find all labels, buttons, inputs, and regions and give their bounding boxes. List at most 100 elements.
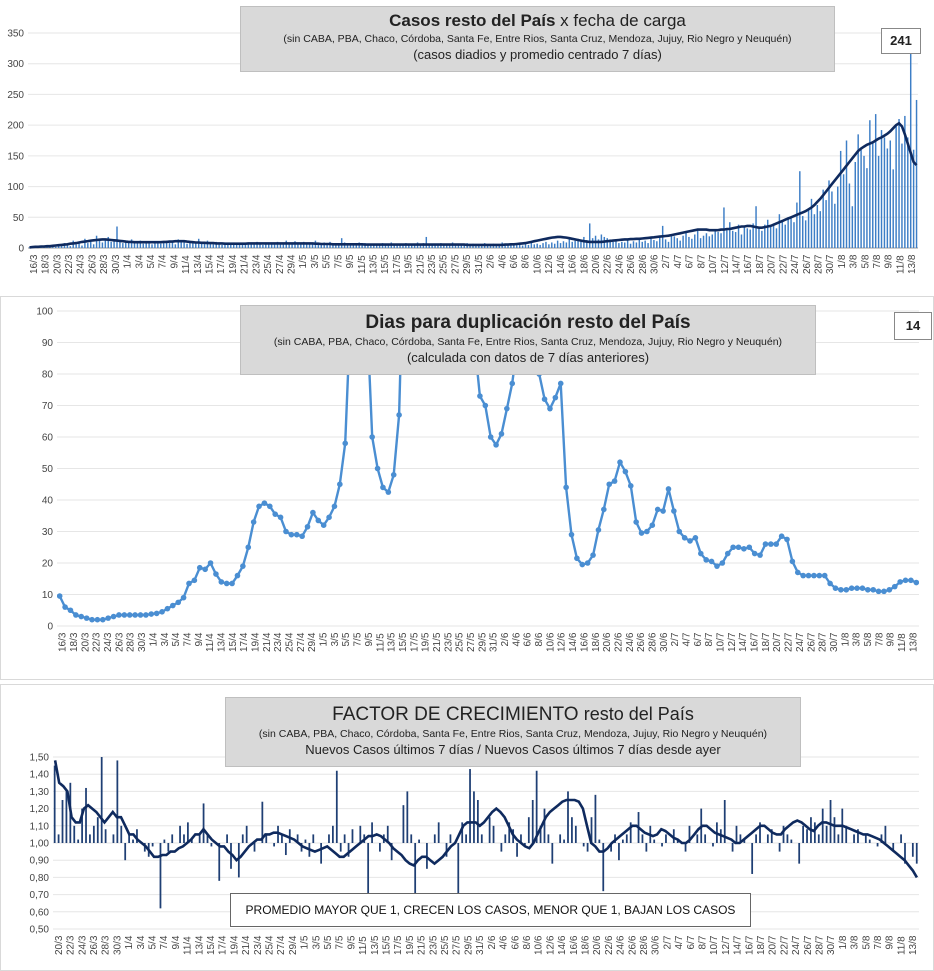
chart3-bar bbox=[332, 825, 334, 843]
chart1-bar bbox=[297, 243, 299, 248]
chart2-x-tick-label: 20/6 bbox=[602, 632, 613, 652]
chart2-point bbox=[67, 607, 74, 614]
chart1-x-tick-label: 19/5 bbox=[404, 254, 415, 274]
chart2-point bbox=[78, 613, 85, 620]
chart1-bar bbox=[425, 236, 428, 248]
chart2-x-tick-label: 13/5 bbox=[387, 632, 398, 652]
chart1-bar bbox=[644, 240, 646, 248]
chart2-point bbox=[191, 577, 198, 584]
chart1-bar bbox=[802, 216, 804, 248]
chart1-bar bbox=[291, 242, 293, 248]
chart3-bar bbox=[766, 834, 769, 843]
chart3-bar bbox=[53, 765, 56, 843]
chart3-bar bbox=[218, 843, 221, 881]
chart1-bar bbox=[524, 243, 527, 248]
chart3-x-tick-label: 1/4 bbox=[124, 935, 135, 949]
chart2-y-tick-label: 80 bbox=[42, 370, 54, 381]
chart1-bar bbox=[778, 214, 781, 248]
chart1-bar bbox=[533, 244, 536, 248]
chart1-bar bbox=[75, 244, 77, 248]
chart3-bar bbox=[226, 834, 228, 843]
chart1-bar bbox=[825, 200, 827, 248]
chart3-bar bbox=[473, 791, 475, 843]
chart2-x-tick-label: 1/4 bbox=[148, 632, 159, 646]
chart3-x-tick-label: 1/8 bbox=[838, 935, 849, 949]
chart3-x-tick-label: 26/6 bbox=[627, 935, 638, 955]
chart2-x-tick-label: 19/5 bbox=[421, 632, 432, 652]
chart1-bar bbox=[332, 243, 334, 248]
chart3-x-tick-label: 10/7 bbox=[709, 935, 720, 955]
chart1-bar bbox=[200, 242, 203, 248]
chart2-point bbox=[132, 612, 138, 618]
chart1-bar bbox=[915, 99, 918, 248]
chart3-x-tick-label: 30/3 bbox=[112, 935, 123, 955]
chart1-bar bbox=[638, 239, 641, 248]
chart3-x-tick-label: 31/5 bbox=[475, 935, 486, 955]
chart1-x-tick-label: 6/6 bbox=[509, 254, 520, 268]
chart1-bar bbox=[851, 206, 854, 248]
chart3-bar bbox=[586, 843, 589, 852]
chart1-bar bbox=[66, 244, 69, 248]
chart2-x-tick-label: 26/3 bbox=[114, 632, 125, 652]
chart3-x-tick-label: 30/7 bbox=[826, 935, 837, 955]
chart3-bar bbox=[281, 834, 283, 843]
chart2-x-tick-label: 7/4 bbox=[182, 632, 193, 646]
chart1-bar bbox=[705, 233, 708, 248]
chart1-x-tick-label: 27/4 bbox=[275, 254, 286, 274]
chart2-point bbox=[116, 612, 122, 618]
chart3-bar bbox=[300, 843, 303, 852]
chart1-bar bbox=[740, 234, 743, 248]
chart1-x-tick-label: 23/4 bbox=[251, 254, 262, 274]
chart1-bar bbox=[410, 244, 413, 248]
chart3-x-tick-label: 24/7 bbox=[791, 935, 802, 955]
chart3-bar bbox=[790, 839, 793, 843]
chart3-bar bbox=[57, 834, 60, 843]
chart3-bar bbox=[100, 757, 103, 843]
chart1-x-tick-label: 25/5 bbox=[439, 254, 450, 274]
chart1-x-tick-label: 18/6 bbox=[579, 254, 590, 274]
chart2-point bbox=[568, 531, 575, 538]
chart2-point bbox=[121, 612, 128, 618]
chart2-point bbox=[504, 405, 510, 412]
chart1-x-tick-label: 1/5 bbox=[298, 254, 309, 268]
chart1-bar bbox=[568, 239, 571, 248]
chart2-point bbox=[794, 569, 801, 576]
chart1-bar bbox=[84, 238, 86, 248]
chart3-bar bbox=[96, 817, 99, 843]
chart1-x-tick-label: 14/6 bbox=[556, 254, 567, 274]
chart1-bar bbox=[696, 230, 699, 248]
chart1-bar bbox=[635, 242, 638, 248]
chart2-point bbox=[681, 535, 688, 541]
chart1-bar bbox=[746, 228, 749, 248]
chart3-bar bbox=[273, 843, 275, 847]
chart2-point bbox=[277, 514, 284, 521]
chart3-bar bbox=[449, 834, 452, 843]
chart1-bar bbox=[189, 241, 191, 248]
chart3-bar bbox=[488, 817, 491, 843]
chart2-point bbox=[126, 612, 133, 618]
chart3-bar bbox=[480, 834, 483, 843]
chart2-point bbox=[665, 486, 672, 492]
chart3-x-tick-label: 22/7 bbox=[779, 935, 790, 955]
chart2-point bbox=[180, 594, 187, 601]
chart2-x-tick-label: 7/5 bbox=[353, 632, 364, 646]
chart2-point bbox=[326, 514, 332, 521]
chart2-x-tick-label: 18/3 bbox=[69, 632, 80, 652]
chart2-point bbox=[304, 523, 311, 530]
chart2-y-tick-label: 40 bbox=[42, 496, 54, 507]
chart3-x-tick-label: 22/6 bbox=[604, 935, 615, 955]
chart1-x-tick-label: 11/8 bbox=[895, 255, 906, 274]
chart2-point bbox=[94, 616, 101, 623]
chart3-bar bbox=[167, 843, 170, 852]
chart2-x-tick-label: 20/7 bbox=[772, 632, 783, 652]
chart2-point bbox=[557, 380, 564, 387]
chart1-x-tick-label: 30/6 bbox=[650, 254, 661, 274]
growth-factor-plot: 0,50 0,60 0,70 0,80 0,90 1,00 1,10 1,20 1,30 1,40… bbox=[30, 753, 920, 956]
chart3-y-tick-label: 0,60 bbox=[30, 907, 50, 918]
chart1-bar bbox=[574, 240, 576, 248]
chart3-bar bbox=[864, 834, 867, 843]
chart3-bar bbox=[868, 839, 871, 843]
chart1-x-tick-label: 3/8 bbox=[849, 254, 860, 268]
chart1-bar bbox=[145, 241, 147, 248]
chart1-x-tick-label: 11/4 bbox=[181, 255, 192, 274]
